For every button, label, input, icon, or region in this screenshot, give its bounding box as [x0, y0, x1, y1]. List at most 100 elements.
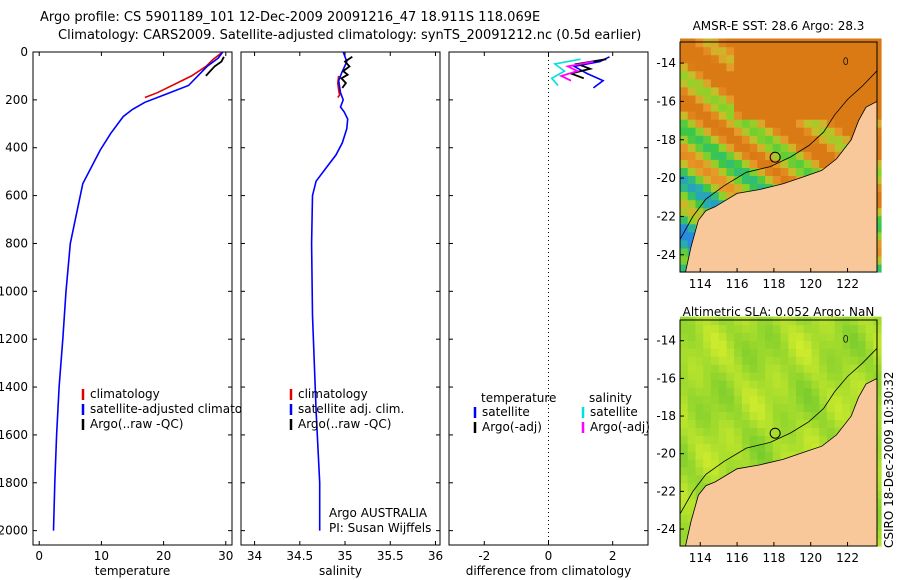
sst_map-cell [757, 127, 766, 136]
sla_map-frame [679, 319, 878, 547]
sst_map-cell [718, 86, 727, 96]
sst_map-cell [718, 151, 727, 160]
sst_map-cell [710, 127, 720, 136]
sla_map-cell [734, 372, 743, 381]
sla_map-cell [687, 316, 696, 326]
sst_map-cell [703, 175, 712, 185]
sla_map-cell [741, 340, 751, 349]
sst_map-cell [695, 183, 704, 193]
sla_map-cell [680, 498, 689, 507]
sst_map-cell [757, 159, 766, 168]
sst_map-cell [687, 183, 696, 193]
sla_map-cell [680, 332, 689, 341]
sla_map-cell [687, 451, 696, 460]
sst_map-cell [749, 119, 758, 128]
sla_map-cell [680, 530, 689, 539]
sla_map-cell [811, 387, 820, 397]
sst_map-cell [703, 62, 712, 72]
sla_map-cell [703, 387, 712, 397]
sst_map-cell [780, 46, 789, 56]
sst_map-cell [734, 111, 743, 120]
sst_map-cell [710, 183, 720, 193]
salinity-xtick-label: 34.5 [286, 549, 313, 563]
sla_map-cell [796, 403, 805, 413]
salinity-xtick-label: 34 [247, 549, 262, 563]
sst_map-cell [850, 54, 859, 64]
sst_map-cell [726, 151, 735, 160]
sla_map-cell [718, 451, 727, 460]
sla_map-cell [803, 340, 812, 349]
sst_map-ytick-label: -22 [656, 209, 676, 223]
sla_map-cell [842, 364, 851, 373]
sst_map-cell [749, 70, 758, 80]
sst_map-cell [780, 86, 789, 96]
sst_map-cell [718, 78, 727, 88]
sst_map-cell [765, 135, 774, 144]
sst_map-cell [772, 127, 782, 136]
sla_map-cell [680, 466, 689, 476]
sst_map-cell [718, 70, 727, 80]
sla_map-cell [765, 324, 774, 333]
sla_map-xtick-label: 116 [726, 551, 749, 565]
sla_map-cell [749, 443, 758, 452]
sst_map-cell [772, 86, 782, 96]
sst_map-cell [687, 159, 696, 168]
sla_map-cell [710, 372, 720, 381]
sst_map-cell [695, 119, 704, 128]
sla_map-cell [741, 316, 751, 326]
sla_map-cell [865, 348, 874, 357]
sla_map-cell [772, 324, 782, 333]
sla_map-cell [741, 395, 751, 405]
sla_map-cell [718, 324, 727, 333]
temperature-axis-label: temperature [95, 564, 170, 578]
sla_map-cell [842, 379, 851, 389]
sla_map-cell [772, 443, 782, 452]
sla_map-cell [687, 372, 696, 381]
sla_map-cell [703, 348, 712, 357]
sla_map-cell [718, 427, 727, 436]
sla_map-cell [680, 395, 689, 405]
sla_map-cell [680, 506, 689, 515]
sst_map-cell [803, 54, 812, 64]
sst_map-cell [710, 94, 720, 104]
sst_map-cell [703, 111, 712, 120]
sst_map-cell [803, 94, 812, 104]
sla_map-cell [749, 395, 758, 405]
sla_map-cell [703, 324, 712, 333]
sla_map-cell [718, 348, 727, 357]
sla_map-cell [842, 372, 851, 381]
sla_map-cell [703, 379, 712, 389]
sla_map-cell [718, 379, 727, 389]
sla_map-cell [749, 427, 758, 436]
sla_map-cell [718, 395, 727, 405]
sla_map-cell [703, 459, 712, 468]
sst_map-cell [765, 143, 774, 152]
sla_map-cell [834, 364, 843, 373]
sst_map-cell [687, 78, 696, 88]
sla_map-cell [865, 332, 874, 341]
sst_map-cell [680, 223, 689, 233]
sla_map-ytick-label: -16 [656, 371, 676, 385]
sla_map-cell [803, 419, 812, 428]
sla_map-cell [680, 419, 689, 428]
sst_map-cell [796, 62, 805, 72]
sst_map-cell [826, 78, 836, 88]
sla_map-cell [788, 348, 797, 357]
sla_map-cell [765, 379, 774, 389]
sst_map-cell [834, 143, 843, 152]
figure-title-line2: Climatology: CARS2009. Satellite-adjuste… [58, 28, 642, 43]
sla_map-cell [757, 451, 766, 460]
sla_map-cell [703, 364, 712, 373]
salinity-legend-label: climatology [298, 387, 368, 401]
sst_map-cell [726, 46, 735, 56]
sla_map-cell [741, 356, 751, 365]
sst_map-cell [819, 70, 828, 80]
sst_map-cell [726, 167, 735, 176]
sst_map-cell [842, 102, 851, 112]
sla_map-cell [695, 387, 704, 397]
sst_map-cell [819, 119, 828, 128]
sla_map-cell [734, 451, 743, 460]
sla_map-cell [788, 332, 797, 341]
sst_map-cell [796, 94, 805, 104]
sst_map-cell [749, 86, 758, 96]
